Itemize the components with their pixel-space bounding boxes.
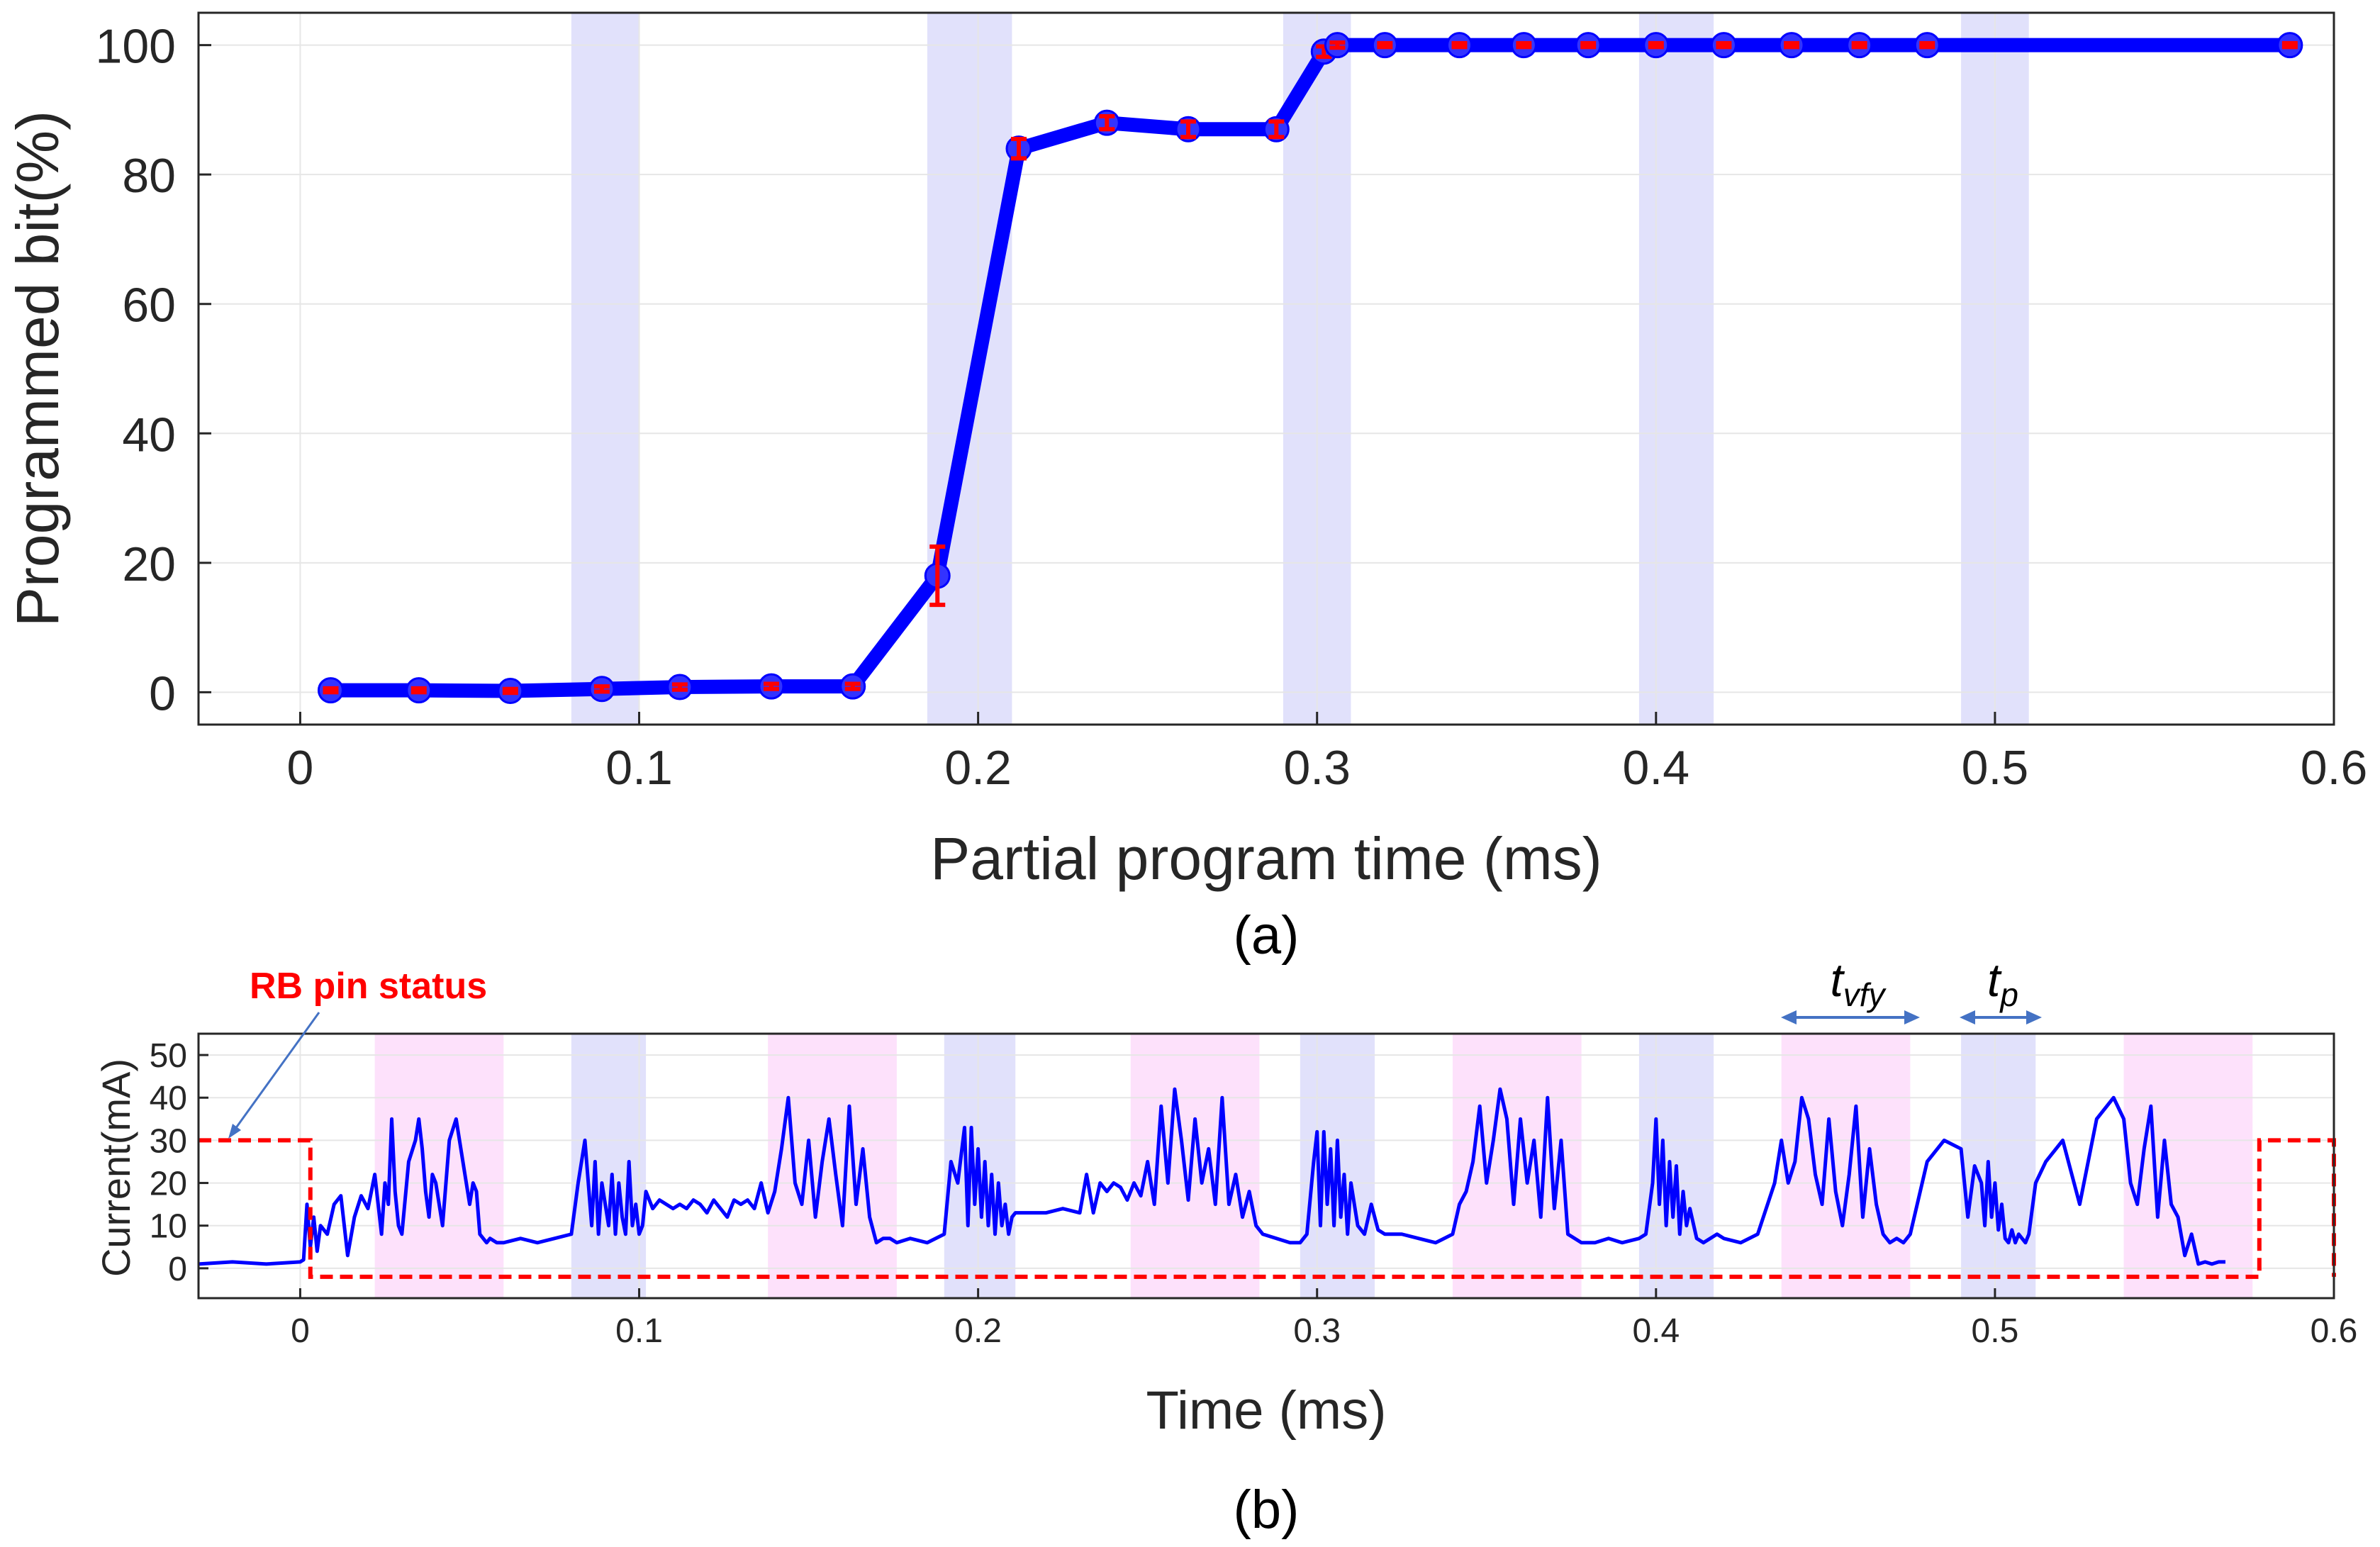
- panel-b-program-region: [1130, 1034, 1260, 1298]
- panel-a-error-bar: [1329, 40, 1346, 50]
- t-vfy-arrow: [1781, 1010, 1920, 1024]
- panel-b-y-tick-label: 50: [150, 1037, 187, 1075]
- panel-a-y-tick-label: 20: [122, 537, 176, 591]
- panel-a-error-bar: [1784, 40, 1800, 50]
- panel-a-series: [317, 32, 2303, 705]
- panel-b-y-tick-label: 40: [150, 1080, 187, 1117]
- panel-b-program-region: [768, 1034, 897, 1298]
- panel-a-x-tick-label: 0: [287, 741, 314, 795]
- panel-a-error-bar: [1010, 136, 1027, 161]
- t-p-label: tp: [1987, 954, 2018, 1013]
- panel-a-y-tick-label: 40: [122, 408, 176, 462]
- panel-a-x-tick-label: 0.4: [1623, 741, 1690, 795]
- panel-a-error-bar: [1180, 119, 1197, 140]
- panel-a-error-bar: [671, 682, 688, 692]
- panel-b-x-axis-label: Time (ms): [1146, 1380, 1386, 1441]
- panel-a-error-bar: [1451, 40, 1468, 50]
- panel-b-verify-region: [571, 1034, 647, 1298]
- panel-b-x-tick-label: 0.3: [1293, 1312, 1341, 1350]
- panel-b-program-region: [2123, 1034, 2253, 1298]
- panel-b-x-tick-label: 0: [291, 1312, 310, 1350]
- panel-a-chart: 0 0.1 0.2 0.3 0.4 0.5 0.6 0 20 40 60 80 100 Partial …: [4, 11, 2368, 966]
- panel-a-error-bar: [929, 544, 946, 608]
- rb-pin-arrow: [234, 1012, 320, 1129]
- panel-b-y-tick-label: 10: [150, 1208, 187, 1246]
- panel-a-x-tick-label: 0.3: [1283, 741, 1351, 795]
- panel-b-gridlines: [199, 1034, 2335, 1298]
- panel-a-y-tick-label: 0: [149, 666, 176, 720]
- t-vfy-label: tvfy: [1830, 954, 1887, 1013]
- panel-a-x-tick-label: 0.5: [1962, 741, 2029, 795]
- panel-a-error-bar: [1919, 40, 1935, 50]
- panel-a-shaded-region-0: [571, 13, 639, 725]
- t-p-arrow: [1960, 1010, 2042, 1024]
- panel-a-label: (a): [1234, 905, 1300, 966]
- panel-b-shaded-regions: [374, 1034, 2253, 1298]
- panel-b-current-line: [198, 1087, 2226, 1266]
- panel-b-tick-labels: 0 0.1 0.2 0.3 0.4 0.5 0.6 0 10 20 30 40 50: [150, 1037, 2358, 1350]
- panel-b-chart: 0 0.1 0.2 0.3 0.4 0.5 0.6 0 10 20 30 40 50 Time (ms)…: [94, 954, 2357, 1540]
- panel-a-error-bar: [410, 686, 427, 695]
- panel-a-error-bar: [844, 681, 861, 691]
- panel-b-program-region: [1781, 1034, 1911, 1298]
- panel-a-error-bar: [1377, 40, 1393, 50]
- panel-a-shaded-region-1: [927, 13, 1012, 725]
- panel-b-verify-region: [1961, 1034, 2036, 1298]
- panel-a-y-tick-label: 100: [96, 20, 176, 74]
- panel-b-y-tick-label: 30: [150, 1122, 187, 1160]
- panel-b-y-axis-label: Current(mA): [94, 1059, 138, 1277]
- panel-a-error-bar: [323, 686, 339, 695]
- panel-b-x-tick-label: 0.4: [1632, 1312, 1680, 1350]
- panel-a-error-bar: [593, 684, 610, 694]
- panel-b-program-region: [374, 1034, 504, 1298]
- panel-a-error-bar: [1099, 114, 1115, 132]
- panel-b-label: (b): [1234, 1480, 1300, 1540]
- panel-a-error-bar: [2281, 40, 2298, 50]
- panel-a-error-bar: [1851, 40, 1867, 50]
- panel-a-y-tick-label: 60: [122, 279, 176, 333]
- panel-a-x-axis-label: Partial program time (ms): [930, 825, 1602, 892]
- panel-b-y-tick-label: 20: [150, 1166, 187, 1203]
- panel-b-x-tick-label: 0.1: [615, 1312, 663, 1350]
- panel-a-x-tick-label: 0.2: [944, 741, 1012, 795]
- panel-b-y-tick-label: 0: [168, 1251, 187, 1288]
- panel-a-x-tick-label: 0.6: [2301, 741, 2368, 795]
- panel-a-y-tick-label: 80: [122, 149, 176, 203]
- panel-a-error-bar: [1516, 40, 1532, 50]
- rb-pin-arrowhead: [228, 1124, 241, 1139]
- panel-a-x-tick-label: 0.1: [605, 741, 673, 795]
- panel-a-tick-labels: 0 0.1 0.2 0.3 0.4 0.5 0.6 0 20 40 60 80 100: [96, 20, 2368, 795]
- panel-a-y-axis-label: Programmed bit(%): [4, 111, 71, 627]
- panel-a-error-bar: [1648, 40, 1664, 50]
- panel-a-error-bar: [1268, 119, 1285, 140]
- panel-b-x-tick-label: 0.2: [954, 1312, 1002, 1350]
- panel-b-x-tick-label: 0.5: [1972, 1312, 2019, 1350]
- panel-a-error-bar: [763, 681, 779, 691]
- panel-a-error-bar: [502, 686, 518, 696]
- panel-a-shaded-region-3: [1638, 13, 1714, 725]
- panel-b-axes-frame: [197, 1032, 2335, 1300]
- panel-a-axes-frame: [197, 11, 2335, 726]
- panel-b-x-tick-label: 0.6: [2311, 1312, 2358, 1350]
- panel-a-error-bar: [1716, 40, 1732, 50]
- panel-a-error-bar: [1580, 40, 1597, 50]
- rb-pin-status-label: RB pin status: [250, 966, 487, 1007]
